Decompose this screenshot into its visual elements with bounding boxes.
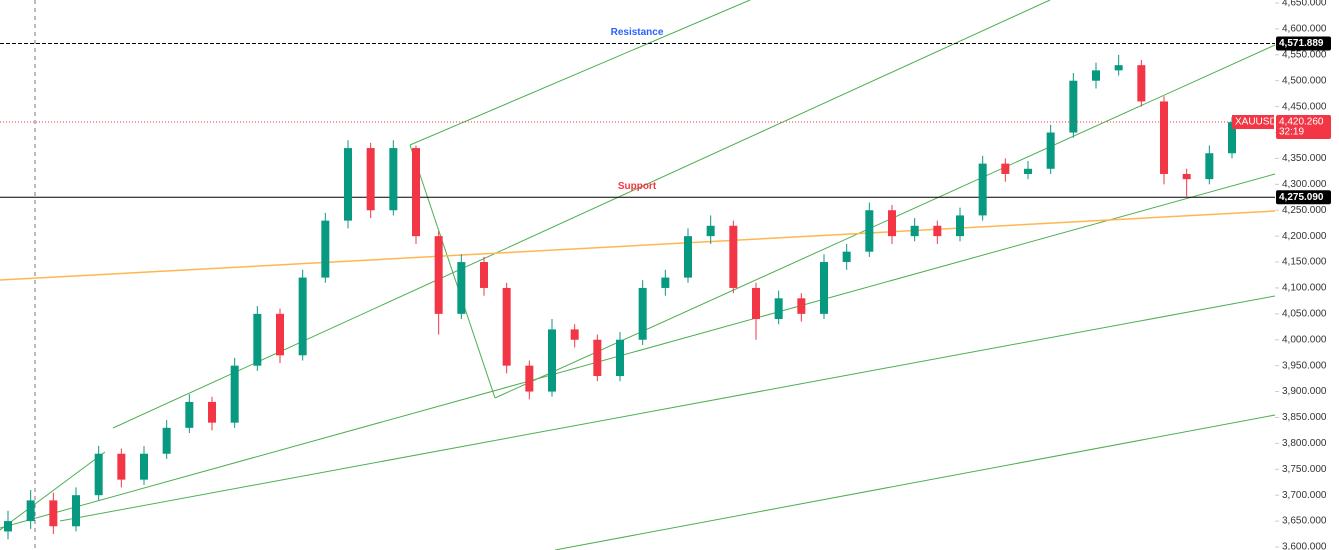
level-label-box	[1276, 36, 1331, 51]
candle-body	[366, 148, 375, 211]
y-tick-label: 4,000.000	[1282, 334, 1327, 345]
candle-body	[1024, 168, 1032, 174]
candle-body	[321, 220, 330, 278]
candle-body	[1182, 173, 1191, 180]
candle-body	[502, 287, 511, 366]
last-price-box	[1276, 115, 1331, 140]
candle-body	[185, 401, 194, 428]
y-tick-label: 3,750.000	[1282, 464, 1327, 475]
y-tick-label: 4,200.000	[1282, 231, 1327, 242]
candle-body	[1205, 153, 1214, 180]
candle-body	[842, 251, 851, 263]
candle-body	[344, 148, 352, 221]
level-label: 4,571.889	[1279, 38, 1324, 49]
candle-body	[956, 215, 964, 237]
candle-body	[208, 401, 216, 423]
candle-body	[1160, 101, 1168, 174]
candle-body	[1228, 122, 1236, 154]
y-tick-label: 4,350.000	[1282, 153, 1327, 164]
y-tick-label: 3,600.000	[1282, 542, 1327, 550]
y-tick-label: 4,050.000	[1282, 308, 1327, 319]
y-tick-label: 4,500.000	[1282, 75, 1327, 86]
symbol-box	[1232, 115, 1274, 130]
y-tick-label: 3,900.000	[1282, 386, 1327, 397]
candle-body	[1001, 163, 1010, 174]
candle-body	[978, 163, 987, 216]
candle-body	[865, 210, 874, 252]
level-annotation: Resistance	[611, 27, 664, 38]
candle-body	[1114, 65, 1123, 71]
y-tick-label: 4,550.000	[1282, 49, 1327, 60]
candle-body	[457, 262, 466, 314]
candle-body	[1137, 65, 1146, 102]
y-tick-label: 4,600.000	[1282, 24, 1327, 35]
candle-body	[525, 365, 534, 392]
candle-body	[661, 277, 670, 288]
candle-body	[94, 453, 103, 496]
candle-body	[434, 236, 443, 314]
candle-body	[910, 225, 919, 237]
trend-lines	[0, 0, 1276, 550]
candle-body	[548, 329, 556, 392]
candle-body	[412, 148, 420, 237]
candle-body	[276, 313, 284, 356]
y-tick-label: 3,850.000	[1282, 412, 1327, 423]
y-tick-label: 4,450.000	[1282, 101, 1327, 112]
y-tick-label: 4,250.000	[1282, 205, 1327, 216]
candle-body	[706, 225, 715, 237]
countdown: 32:19	[1279, 127, 1304, 138]
candle-body	[72, 495, 80, 527]
candle-body	[298, 277, 307, 356]
y-tick-label: 3,950.000	[1282, 360, 1327, 371]
level-label-box	[1276, 190, 1331, 205]
candle-body	[26, 500, 35, 522]
orange-trend-line	[0, 210, 1276, 281]
candle-body	[797, 298, 806, 314]
candle-body	[253, 313, 262, 366]
last-price-label: 4,420.260	[1279, 117, 1324, 128]
candle-body	[49, 500, 58, 527]
candle-body	[752, 287, 760, 320]
candle-body	[774, 298, 783, 320]
candle-body	[230, 365, 239, 423]
y-tick-label: 4,150.000	[1282, 257, 1327, 268]
y-tick-label: 3,650.000	[1282, 516, 1327, 527]
candle-body	[933, 225, 942, 237]
candle-body	[389, 148, 398, 211]
y-tick-label: 4,650.000	[1282, 0, 1327, 9]
candle-body	[616, 339, 624, 377]
candle-body	[638, 287, 647, 340]
candle-body	[480, 262, 488, 288]
candle-body	[570, 329, 579, 340]
symbol-label: XAUUSD	[1235, 117, 1277, 128]
candle-body	[1069, 80, 1078, 133]
y-tick-label: 3,800.000	[1282, 438, 1327, 449]
y-tick-label: 4,100.000	[1282, 283, 1327, 294]
level-annotation: Support	[618, 181, 657, 192]
y-tick-label: 4,300.000	[1282, 179, 1327, 190]
candle-body	[820, 262, 828, 314]
candle-body	[1046, 132, 1055, 169]
candle-body	[593, 339, 602, 377]
candle-body	[140, 453, 148, 480]
y-tick-label: 3,700.000	[1282, 490, 1327, 501]
candle-body	[1092, 70, 1100, 81]
candle-body	[729, 225, 738, 288]
candle-body	[4, 521, 12, 532]
candle-body	[117, 453, 126, 480]
price-scale	[1276, 0, 1339, 550]
level-label: 4,275.090	[1279, 192, 1324, 203]
candle-body	[888, 210, 896, 237]
candle-body	[684, 236, 692, 278]
candle-body	[162, 427, 171, 454]
